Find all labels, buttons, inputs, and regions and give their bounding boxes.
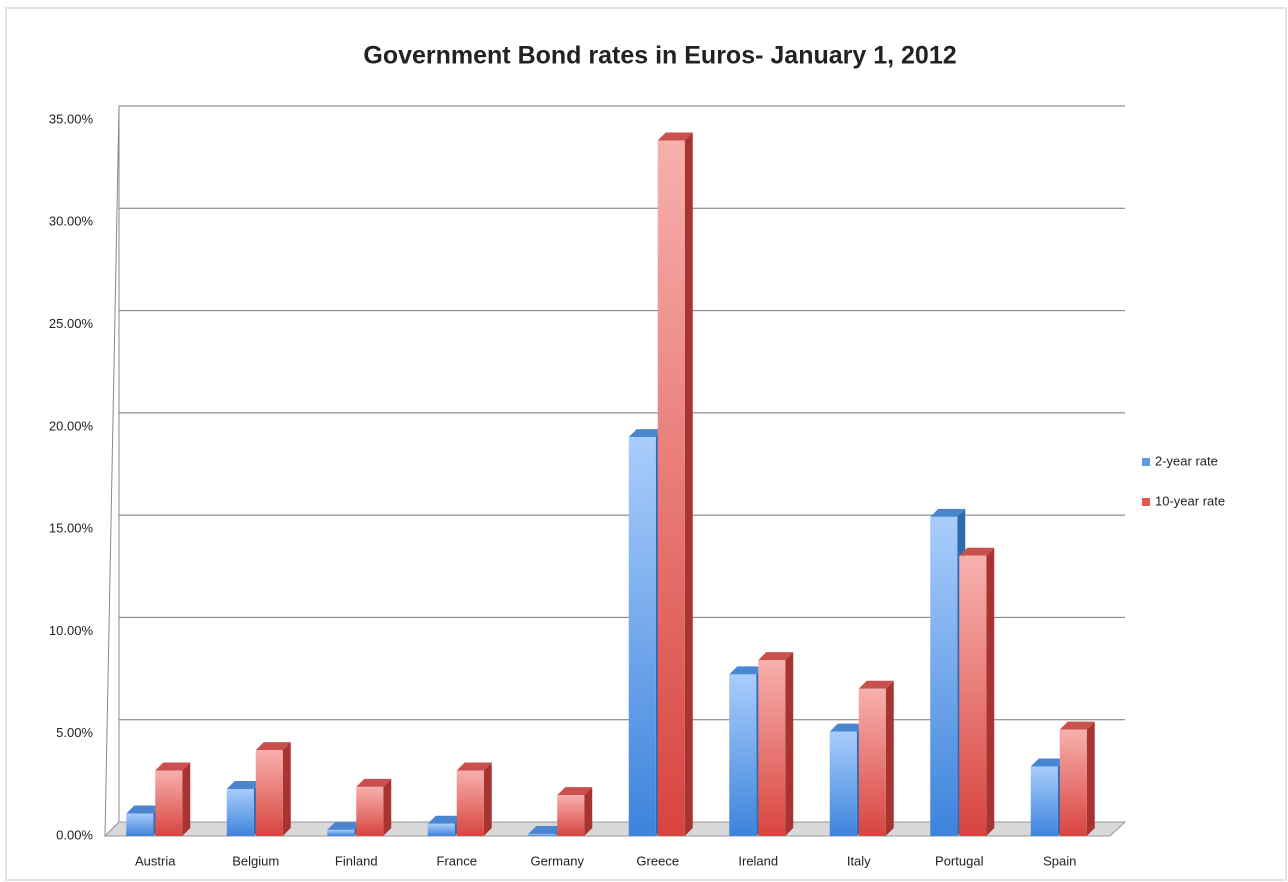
- bar-side: [383, 778, 392, 836]
- x-tick-label: Italy: [847, 853, 871, 868]
- bar-top: [226, 780, 262, 789]
- bar-side: [885, 680, 894, 836]
- x-tick-label: Portugal: [935, 853, 984, 868]
- x-tick-label: Ireland: [738, 853, 778, 868]
- bar: [226, 788, 254, 836]
- x-tick-label: Spain: [1043, 853, 1076, 868]
- bar: [829, 731, 857, 836]
- bar-top: [829, 723, 865, 732]
- bar-top: [930, 508, 966, 517]
- bar-top: [729, 666, 765, 675]
- bar-top: [758, 652, 794, 661]
- bar: [126, 813, 154, 836]
- y-tick-label: 35.00%: [49, 111, 94, 126]
- bar: [427, 823, 455, 836]
- y-tick-label: 0.00%: [56, 827, 93, 842]
- bar-top: [858, 680, 894, 689]
- y-tick-label: 25.00%: [49, 316, 94, 331]
- y-tick-label: 5.00%: [56, 725, 93, 740]
- bar-top: [356, 778, 392, 787]
- x-tick-label: France: [437, 853, 477, 868]
- x-tick-label: Belgium: [232, 853, 279, 868]
- bar-side: [483, 762, 492, 836]
- bar-side: [1086, 721, 1095, 836]
- legend-label: 2-year rate: [1155, 453, 1218, 468]
- bar-top: [657, 132, 693, 141]
- bar: [758, 660, 786, 836]
- bar-side: [182, 762, 191, 836]
- bar-top: [155, 762, 191, 771]
- bar: [1030, 766, 1058, 836]
- bar-top: [628, 429, 664, 438]
- legend-swatch: [1142, 458, 1150, 466]
- bar-top: [255, 742, 291, 751]
- y-tick-label: 15.00%: [49, 521, 94, 536]
- x-tick-label: Finland: [335, 853, 378, 868]
- bar-side: [282, 742, 291, 836]
- bar-top: [126, 805, 162, 814]
- bar-top: [557, 787, 593, 796]
- bar: [456, 770, 484, 836]
- y-tick-label: 20.00%: [49, 418, 94, 433]
- bar: [557, 795, 585, 836]
- bar: [327, 829, 355, 836]
- legend-swatch: [1142, 498, 1150, 506]
- bar-side: [785, 652, 794, 836]
- bar: [155, 770, 183, 836]
- bar-top: [327, 821, 363, 830]
- bar: [528, 833, 556, 836]
- y-tick-label: 30.00%: [49, 214, 94, 229]
- bar-top: [959, 547, 995, 556]
- chart-title: Government Bond rates in Euros- January …: [363, 42, 956, 70]
- bar-top: [528, 825, 564, 834]
- bar-top: [456, 762, 492, 771]
- bar-top: [1030, 758, 1066, 767]
- x-tick-label: Germany: [531, 853, 585, 868]
- x-tick-label: Greece: [636, 853, 679, 868]
- bar: [628, 437, 656, 836]
- bar: [959, 555, 987, 836]
- bar-side: [986, 547, 995, 836]
- legend-label: 10-year rate: [1155, 493, 1225, 508]
- bar: [356, 786, 384, 836]
- y-tick-label: 10.00%: [49, 623, 94, 638]
- bar-top: [1059, 721, 1095, 730]
- bar: [858, 688, 886, 836]
- bar: [729, 674, 757, 836]
- bar: [255, 750, 283, 836]
- x-tick-label: Austria: [135, 853, 176, 868]
- bar-top: [427, 815, 463, 824]
- bar: [657, 140, 685, 836]
- bar: [1059, 729, 1087, 836]
- bar-side: [684, 132, 693, 836]
- bar: [930, 516, 958, 836]
- bar-side: [584, 787, 593, 836]
